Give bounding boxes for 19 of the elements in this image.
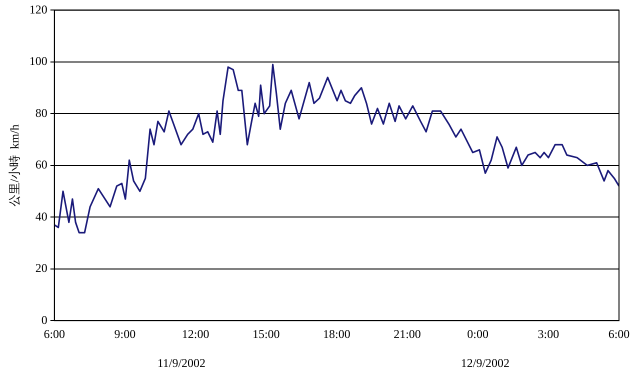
- y-tick-label: 120: [29, 2, 48, 16]
- x-tick-label: 15:00: [252, 326, 280, 341]
- x-tick-label: 0:00: [467, 326, 489, 341]
- y-axis-title: 公里/小時 km/h: [7, 124, 22, 206]
- y-tick-label: 0: [41, 312, 48, 327]
- x-tick-label: 12:00: [182, 326, 210, 341]
- x-tick-label: 3:00: [538, 326, 560, 341]
- y-tick-label: 60: [35, 158, 48, 172]
- y-tick-label: 100: [29, 54, 48, 68]
- x-tick-label: 21:00: [394, 326, 421, 341]
- x-tick-label: 6:00: [608, 326, 630, 341]
- y-tick-label: 20: [35, 261, 48, 276]
- text: 12/9/2002: [460, 356, 510, 370]
- x-tick-label: 6:00: [44, 326, 66, 341]
- text: 11/9/2002: [157, 356, 206, 370]
- y-tick-label: 40: [35, 209, 48, 224]
- x-tick-label: 9:00: [114, 326, 136, 341]
- x-tick-label: 18:00: [323, 326, 350, 341]
- y-tick-label: 80: [35, 106, 48, 120]
